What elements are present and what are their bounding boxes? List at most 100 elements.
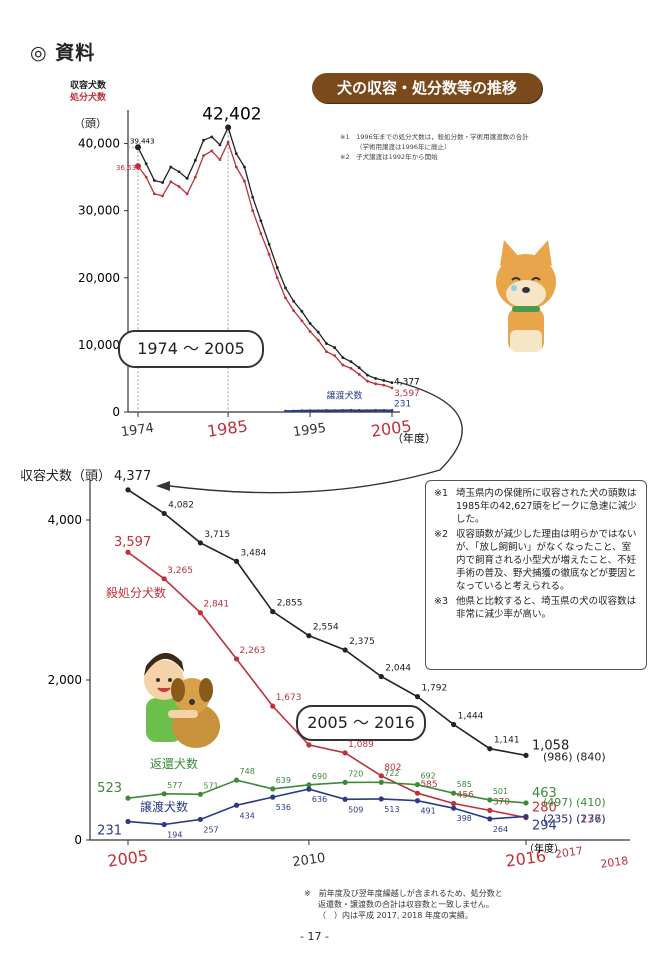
bottom-data-label: 491 bbox=[420, 807, 435, 816]
bottom-series-line-2 bbox=[127, 779, 527, 804]
bottom-data-label: 720 bbox=[348, 769, 363, 778]
top-series-line-1 bbox=[137, 140, 393, 389]
bottom-series-point bbox=[233, 802, 240, 808]
top-series-point bbox=[259, 219, 263, 223]
bottom-series-point bbox=[451, 805, 457, 811]
top-series-point bbox=[185, 177, 189, 180]
top-series-point bbox=[357, 373, 361, 376]
bottom-x-tick-label: 2005 bbox=[106, 846, 149, 870]
bottom-series-point bbox=[487, 797, 493, 803]
bottom-series-point bbox=[125, 487, 131, 493]
bottom-projection-label: (235) (236) bbox=[543, 812, 606, 825]
top-series-point bbox=[325, 409, 328, 412]
top-series-point bbox=[300, 319, 304, 323]
top-series-point bbox=[366, 409, 369, 412]
top-series-point bbox=[366, 373, 369, 377]
legend-collected: 収容犬数 bbox=[70, 81, 107, 91]
note-text: 他県と比較すると、埼玉県の犬の収容数は非常に減少率が高い。 bbox=[456, 596, 637, 620]
bottom-series-point bbox=[233, 558, 240, 564]
top-series-point bbox=[374, 377, 378, 380]
top-series-point bbox=[169, 180, 173, 184]
bottom-data-label: 1,444 bbox=[458, 711, 484, 721]
bottom-data-label: 231 bbox=[97, 824, 122, 839]
top-y-unit: （頭） bbox=[74, 117, 107, 130]
connector-arrowhead bbox=[156, 481, 170, 491]
top-y-tick-label: 40,000 bbox=[78, 137, 120, 151]
top-series-point bbox=[284, 409, 287, 413]
top-series-point bbox=[366, 379, 369, 383]
bottom-x-tick-label: 2017 bbox=[554, 844, 584, 861]
top-series-point bbox=[333, 354, 337, 358]
top-note-1: ※1 1996年までの処分犬数は，殺処分数・学術用譲渡数の合計 bbox=[340, 133, 529, 141]
bottom-series-point bbox=[197, 610, 203, 616]
top-series-point bbox=[234, 152, 238, 156]
bottom-data-label: 571 bbox=[203, 781, 218, 790]
bottom-series-point bbox=[161, 791, 167, 797]
bottom-series-point bbox=[161, 821, 167, 828]
bottom-data-label: 513 bbox=[384, 805, 399, 814]
bottom-series-point bbox=[125, 795, 131, 801]
top-series-point bbox=[234, 165, 238, 169]
bottom-projection-label: (986) (840) bbox=[543, 750, 606, 763]
top-series-point bbox=[243, 179, 246, 183]
bottom-data-label: 2,554 bbox=[313, 623, 339, 633]
bottom-series-point bbox=[523, 752, 529, 758]
bottom-data-label: 4,082 bbox=[168, 500, 194, 510]
bottom-data-label: 523 bbox=[97, 781, 122, 796]
connector-arrow bbox=[169, 381, 463, 494]
top-series-point bbox=[341, 363, 345, 367]
top-series-point bbox=[161, 194, 164, 198]
bottom-series-point bbox=[342, 779, 348, 786]
top-series-point bbox=[325, 342, 328, 345]
notes-box: ※1 埼玉県内の保健所に収容された犬の頭数は1985年の42,627頭をピークに急… bbox=[425, 480, 647, 670]
top-peak-point bbox=[225, 124, 232, 131]
top-end-label: 3,597 bbox=[394, 389, 420, 399]
top-series-point bbox=[357, 409, 361, 412]
label-transfer: 譲渡犬数 bbox=[140, 799, 188, 814]
top-series-point bbox=[251, 195, 255, 199]
bottom-series-point bbox=[414, 798, 421, 804]
bottom-data-label: 585 bbox=[457, 780, 472, 789]
top-series-point bbox=[308, 322, 312, 325]
top-series-point bbox=[275, 276, 279, 280]
bottom-series-line-0 bbox=[127, 489, 527, 757]
top-end-label: 4,377 bbox=[394, 378, 420, 388]
top-series-point bbox=[251, 209, 255, 213]
top-series-point bbox=[292, 299, 296, 303]
bottom-series-point bbox=[270, 609, 276, 615]
top-start-label: 39,443 bbox=[130, 137, 155, 145]
top-series-point bbox=[325, 350, 328, 353]
top-y-tick-label: 0 bbox=[112, 405, 120, 419]
top-series-point bbox=[210, 135, 214, 139]
bottom-data-label: 2,855 bbox=[277, 599, 303, 609]
top-series-point bbox=[382, 383, 386, 387]
note-row-1: ※1 埼玉県内の保健所に収容された犬の頭数は1985年の42,627頭をピークに急… bbox=[434, 487, 638, 526]
bottom-data-label: 536 bbox=[276, 803, 291, 812]
top-start-point bbox=[135, 163, 141, 170]
bottom-projection-label: (235) (177) bbox=[543, 813, 606, 826]
bottom-data-label: 257 bbox=[203, 825, 218, 834]
bottom-data-label: 3,715 bbox=[204, 530, 230, 540]
bottom-series-point bbox=[487, 807, 493, 814]
bottom-series-point bbox=[197, 816, 203, 823]
bottom-projection-label: (497) (410) bbox=[543, 796, 606, 809]
top-note-2: ※2 子犬譲渡は1992年から開始 bbox=[340, 153, 438, 161]
top-series-point bbox=[218, 143, 222, 147]
top-end-label: 231 bbox=[394, 399, 411, 409]
top-series-point bbox=[316, 409, 320, 412]
top-series-point bbox=[390, 381, 394, 385]
top-series-point bbox=[144, 162, 148, 166]
bottom-data-label: 370 bbox=[493, 797, 510, 807]
top-y-tick-label: 30,000 bbox=[78, 204, 120, 218]
bottom-series-point bbox=[233, 656, 240, 662]
bottom-series-point bbox=[487, 746, 493, 752]
top-x-tick-label: 1985 bbox=[206, 416, 249, 440]
top-series-point bbox=[193, 158, 197, 162]
top-series-point bbox=[390, 386, 394, 390]
top-series-point bbox=[185, 192, 189, 196]
bottom-y-tick-label: 0 bbox=[74, 833, 82, 847]
bottom-data-label: 1,792 bbox=[421, 684, 447, 694]
note-mark: ※1 bbox=[434, 488, 449, 499]
bottom-range-label: 2005 ～ 2016 bbox=[296, 705, 426, 741]
